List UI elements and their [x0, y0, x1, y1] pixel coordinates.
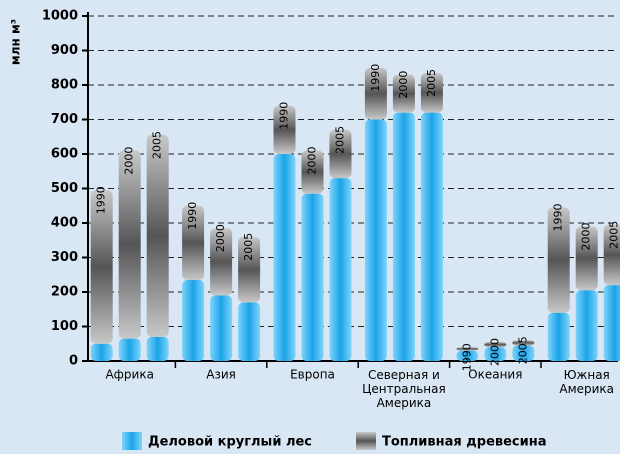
bar-year-label: 2000	[397, 71, 410, 99]
bar-segment	[512, 340, 535, 346]
bar-segment	[238, 236, 261, 303]
x-tick-label: Южная Америка	[559, 368, 614, 396]
y-tick-label: 300	[51, 250, 78, 265]
bar-year-label: 1990	[186, 202, 199, 230]
bar-year-label: 1990	[278, 102, 291, 130]
y-tick-label: 400	[51, 216, 78, 231]
y-tick-label: 0	[69, 354, 78, 369]
y-tick-label: 600	[51, 147, 78, 162]
bar-segment	[210, 228, 233, 296]
bar-segment	[603, 224, 620, 286]
bar-segment	[456, 347, 479, 351]
legend-swatch	[122, 432, 142, 450]
bar-segment	[456, 350, 479, 361]
bar-year-label: 2000	[580, 222, 593, 250]
bar-segment	[547, 207, 570, 313]
y-tick-label: 1000	[42, 9, 78, 24]
bar-segment	[273, 154, 296, 361]
bar-segment	[329, 178, 352, 361]
bar-segment	[210, 295, 233, 361]
x-tick-label: Африка	[105, 368, 154, 382]
bar-segment	[547, 312, 570, 361]
bar-segment	[420, 112, 443, 361]
x-tick-label: Северная и Центральная Америка	[362, 368, 446, 410]
bar-segment	[146, 336, 169, 361]
bar-year-label: 1990	[95, 186, 108, 214]
legend-label: Деловой круглый лес	[148, 435, 312, 450]
bar-year-label: 2000	[488, 338, 501, 366]
bar-segment	[182, 205, 205, 280]
bar-segment	[90, 343, 113, 361]
bar-segment	[329, 129, 352, 179]
y-tick-label: 800	[51, 78, 78, 93]
bar-year-label: 2000	[306, 147, 319, 175]
bar-year-label: 2005	[242, 233, 255, 261]
bar-segment	[575, 290, 598, 361]
bar-year-label: 2005	[608, 221, 620, 249]
y-tick-label: 900	[51, 43, 78, 58]
bar-year-label: 2005	[516, 336, 529, 364]
bar-segment	[118, 338, 141, 361]
bar-segment	[484, 342, 507, 348]
bar-segment	[238, 302, 261, 361]
legend-label: Топливная древесина	[382, 435, 547, 450]
bar-year-label: 1990	[369, 64, 382, 92]
bar-segment	[146, 135, 169, 337]
x-tick-label: Океания	[468, 368, 522, 382]
legend-swatch	[356, 432, 376, 450]
bar-segment	[484, 347, 507, 361]
bar-segment	[364, 67, 387, 120]
bar-segment	[301, 193, 324, 361]
y-tick-label: 500	[51, 181, 78, 196]
bar-segment	[512, 345, 535, 361]
y-tick-label: 100	[51, 319, 78, 334]
bar-year-label: 2005	[425, 69, 438, 97]
bar-segment	[392, 112, 415, 361]
bar-year-label: 2000	[123, 147, 136, 175]
bar-segment	[301, 150, 324, 194]
bar-segment	[182, 279, 205, 361]
bar-year-label: 1990	[552, 203, 565, 231]
x-tick-label: Европа	[290, 368, 335, 382]
y-tick-label: 200	[51, 285, 78, 300]
bar-year-label: 1990	[460, 343, 473, 371]
x-tick-label: Азия	[206, 368, 236, 382]
bar-segment	[273, 105, 296, 154]
bar-segment	[575, 226, 598, 291]
bar-segment	[392, 74, 415, 113]
bar-year-label: 2005	[151, 131, 164, 159]
bar-segment	[420, 72, 443, 113]
y-axis-label: млн м³	[9, 19, 23, 65]
bar-year-label: 2005	[334, 126, 347, 154]
y-tick-label: 700	[51, 112, 78, 127]
bar-segment	[603, 285, 620, 361]
bar-segment	[118, 150, 141, 339]
bar-year-label: 2000	[214, 224, 227, 252]
bar-segment	[364, 119, 387, 361]
bar-segment	[90, 190, 113, 344]
